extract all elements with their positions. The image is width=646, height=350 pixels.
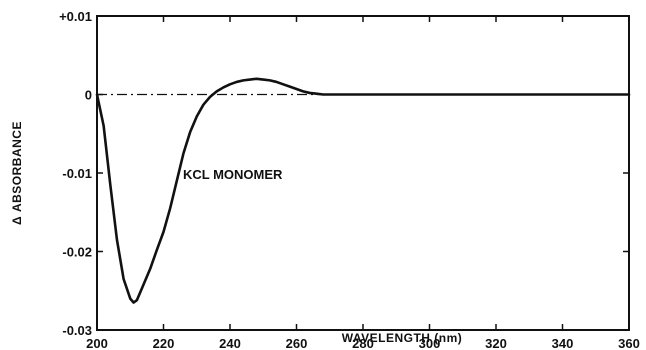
plot-frame <box>96 15 630 331</box>
y-tick-label-2: -0.01 <box>62 166 92 181</box>
y-axis-label: Δ ABSORBANCE <box>10 121 24 225</box>
ticks-layer <box>96 15 630 331</box>
x-tick-label-280: 280 <box>352 336 374 350</box>
x-tick-label-220: 220 <box>153 336 175 350</box>
y-tick-label-0: +0.01 <box>59 9 92 24</box>
x-tick-label-240: 240 <box>219 336 241 350</box>
x-tick-label-260: 260 <box>286 336 308 350</box>
x-axis-label: WAVELENGTH (nm) <box>342 331 463 345</box>
x-tick-label-360: 360 <box>618 336 640 350</box>
y-tick-label-1: 0 <box>85 88 92 103</box>
x-tick-label-200: 200 <box>86 336 108 350</box>
curve-layer <box>95 77 631 304</box>
series-line-kcl-monomer <box>95 77 631 304</box>
x-tick-label-300: 300 <box>419 336 441 350</box>
tick-labels-layer: 200 220 240 260 280 300 320 340 360 +0.01 0 -0.01 -0… <box>59 9 640 350</box>
x-tick-label-320: 320 <box>485 336 507 350</box>
x-tick-label-340: 340 <box>552 336 574 350</box>
annotation-kcl-monomer: KCL MONOMER <box>183 167 283 182</box>
y-tick-label-3: -0.02 <box>62 245 92 260</box>
y-tick-label-4: -0.03 <box>62 323 92 338</box>
